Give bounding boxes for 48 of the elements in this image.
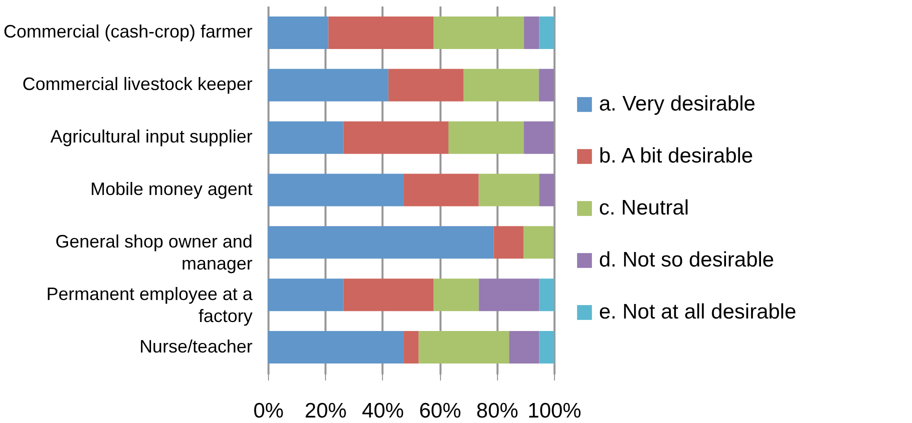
bar	[404, 331, 419, 364]
bar	[328, 16, 434, 49]
bar	[464, 68, 539, 102]
bar	[524, 226, 554, 259]
bar	[343, 121, 448, 154]
bar	[434, 16, 524, 49]
bar	[268, 331, 404, 364]
x-tick-label: 60%	[419, 400, 462, 422]
y-tick-label: General shop owner and manager	[55, 231, 252, 274]
bar	[343, 278, 434, 312]
bar	[539, 16, 554, 49]
bar	[539, 278, 554, 312]
legend-label: c. Neutral	[599, 196, 689, 220]
legend-label: e. Not at all desirable	[599, 300, 796, 324]
bar	[539, 331, 554, 364]
bar	[388, 68, 464, 102]
bar	[404, 174, 479, 206]
bar	[268, 174, 404, 206]
y-tick-label: Nurse/teacher	[139, 336, 252, 356]
x-tick-label: 20%	[304, 400, 347, 422]
bar	[478, 278, 540, 312]
bar	[418, 331, 510, 364]
y-tick-label: Agricultural input supplier	[50, 126, 252, 147]
bar	[268, 226, 494, 259]
bar	[268, 16, 328, 49]
bar	[268, 121, 344, 154]
y-tick-label: Mobile money agent	[90, 179, 252, 199]
legend-label: d. Not so desirable	[599, 248, 774, 272]
bar	[268, 278, 344, 312]
bar	[509, 331, 540, 364]
x-tick-label: 40%	[362, 400, 404, 422]
bar	[478, 174, 540, 206]
bar	[524, 16, 540, 49]
legend-label: b. A bit desirable	[599, 144, 754, 168]
x-tick-label: 100%	[528, 400, 582, 422]
bar	[434, 278, 479, 312]
x-tick-label: 80%	[476, 400, 518, 422]
legend-label: a. Very desirable	[599, 92, 756, 116]
bar	[539, 174, 554, 206]
y-tick-label: Permanent employee at a factory	[46, 284, 254, 326]
bar	[448, 121, 524, 154]
y-tick-label: Commercial (cash-crop) farmer	[3, 22, 252, 42]
x-tick-label: 0%	[253, 400, 284, 422]
bar	[538, 68, 554, 102]
bar	[524, 121, 554, 154]
y-tick-label: Commercial livestock keeper	[22, 74, 252, 94]
bar	[494, 226, 524, 259]
bar	[268, 68, 388, 102]
